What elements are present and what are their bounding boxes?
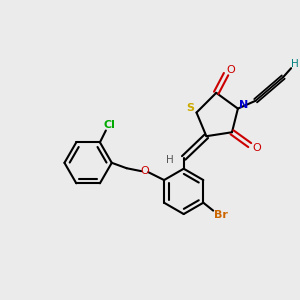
Text: O: O bbox=[226, 65, 236, 75]
Text: N: N bbox=[239, 100, 248, 110]
Text: Cl: Cl bbox=[104, 120, 116, 130]
Text: S: S bbox=[187, 103, 195, 112]
Text: O: O bbox=[252, 143, 261, 153]
Text: H: H bbox=[166, 155, 174, 165]
Text: O: O bbox=[140, 166, 149, 176]
Text: Br: Br bbox=[214, 209, 228, 220]
Text: H: H bbox=[291, 59, 299, 69]
